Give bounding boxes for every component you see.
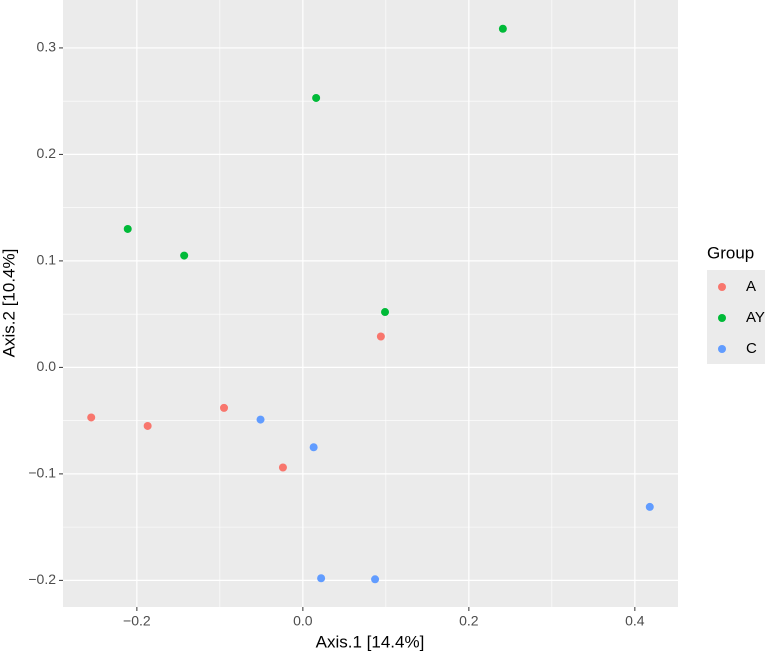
point [371,575,380,584]
legend-key [718,345,726,353]
y-tick-label: −0.2 [28,571,56,587]
point [645,502,654,511]
point [278,463,287,472]
y-axis-title: Axis.2 [10.4%] [0,249,18,358]
point [123,224,132,233]
point [309,443,318,452]
y-tick-label: 0.1 [37,252,57,268]
y-tick-label: 0.2 [37,145,57,161]
legend-label: A [746,278,756,295]
legend-title: Group [707,243,754,262]
point [312,93,321,102]
x-tick-label: 0.2 [459,613,479,629]
x-tick-label: 0.0 [293,613,313,629]
x-tick-label: −0.2 [123,613,151,629]
point [220,403,229,412]
legend-key [718,283,726,291]
point [143,421,152,430]
point [256,415,265,424]
y-tick-label: −0.1 [28,465,56,481]
legend-label: AY [746,309,765,326]
point [180,251,189,260]
point [498,24,507,33]
point [87,413,96,422]
x-axis-title: Axis.1 [14.4%] [316,632,425,651]
legend-box [707,270,765,364]
legend-key [718,314,726,322]
point [376,332,385,341]
point [381,308,390,317]
legend-label: C [746,340,757,357]
y-tick-label: 0.3 [37,39,57,55]
y-tick-label: 0.0 [37,358,57,374]
x-tick-label: 0.4 [625,613,645,629]
panel [63,0,678,607]
point [317,574,326,583]
